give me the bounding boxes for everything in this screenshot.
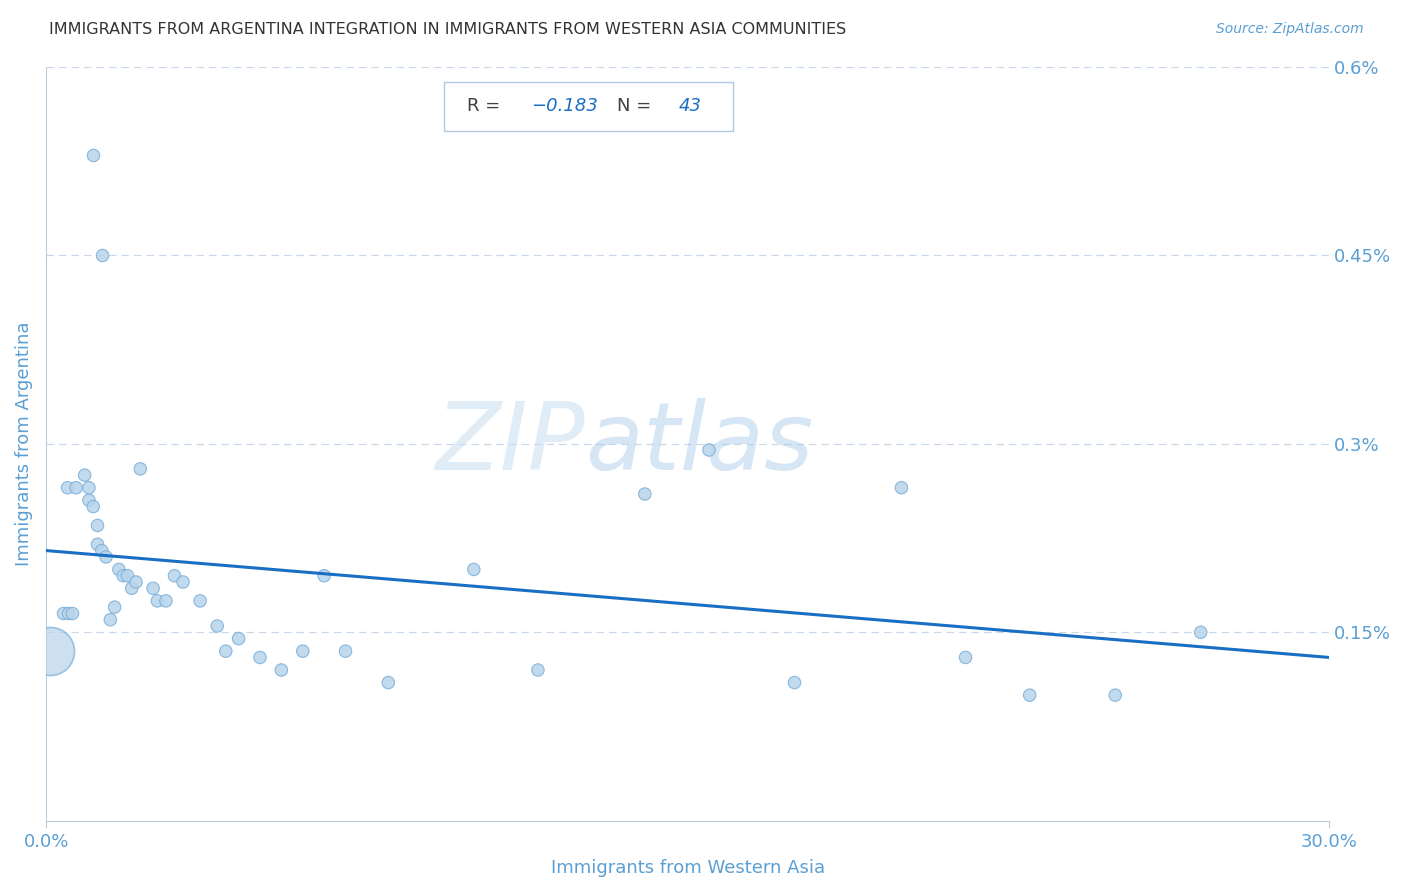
- X-axis label: Immigrants from Western Asia: Immigrants from Western Asia: [551, 859, 825, 877]
- Text: ZIP: ZIP: [436, 398, 585, 489]
- Point: [82, 500, 104, 514]
- Point: [163, 568, 186, 582]
- Point: [155, 594, 177, 608]
- Text: IMMIGRANTS FROM ARGENTINA INTEGRATION IN IMMIGRANTS FROM WESTERN ASIA COMMUNITIE: IMMIGRANTS FROM ARGENTINA INTEGRATION IN…: [49, 22, 846, 37]
- Point: [121, 582, 143, 596]
- Text: atlas: atlas: [585, 398, 813, 489]
- Point: [117, 568, 139, 582]
- Point: [94, 549, 117, 564]
- Point: [249, 650, 271, 665]
- Point: [697, 443, 720, 458]
- Point: [112, 568, 135, 582]
- Text: −0.183: −0.183: [531, 97, 598, 115]
- FancyBboxPatch shape: [444, 82, 733, 131]
- Point: [463, 562, 485, 576]
- Point: [56, 607, 79, 621]
- Point: [207, 619, 229, 633]
- Point: [82, 147, 104, 161]
- Point: [98, 613, 121, 627]
- Point: [73, 468, 96, 483]
- Text: 43: 43: [679, 97, 702, 115]
- Point: [377, 675, 399, 690]
- Point: [1018, 688, 1040, 702]
- Y-axis label: Immigrants from Argentina: Immigrants from Argentina: [15, 321, 32, 566]
- Point: [146, 594, 169, 608]
- Point: [314, 568, 336, 582]
- Point: [1189, 625, 1212, 640]
- Point: [228, 632, 250, 646]
- Point: [108, 562, 131, 576]
- Point: [52, 607, 75, 621]
- Point: [634, 487, 657, 501]
- Point: [90, 543, 112, 558]
- Point: [955, 650, 977, 665]
- Text: R =: R =: [467, 97, 506, 115]
- Point: [335, 644, 357, 658]
- Point: [527, 663, 550, 677]
- Point: [215, 644, 238, 658]
- Point: [270, 663, 292, 677]
- Point: [86, 518, 108, 533]
- Point: [39, 644, 62, 658]
- Point: [60, 607, 83, 621]
- Text: N =: N =: [617, 97, 657, 115]
- Point: [104, 600, 127, 615]
- Point: [77, 481, 100, 495]
- Point: [129, 462, 152, 476]
- Point: [1104, 688, 1126, 702]
- Point: [172, 574, 194, 589]
- Point: [188, 594, 211, 608]
- Point: [77, 493, 100, 508]
- Point: [142, 582, 165, 596]
- Point: [65, 481, 87, 495]
- Point: [291, 644, 314, 658]
- Text: Source: ZipAtlas.com: Source: ZipAtlas.com: [1216, 22, 1364, 37]
- Point: [783, 675, 806, 690]
- Point: [125, 574, 148, 589]
- Point: [56, 481, 79, 495]
- Point: [90, 248, 112, 262]
- Point: [890, 481, 912, 495]
- Point: [86, 537, 108, 551]
